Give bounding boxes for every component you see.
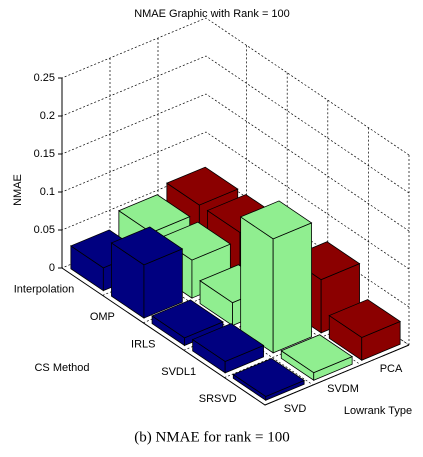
bar-top <box>232 358 305 397</box>
bar <box>239 200 313 354</box>
bar-top <box>280 334 353 374</box>
bar-top <box>328 299 401 338</box>
y-tick-label: SVDM <box>327 383 359 395</box>
bar-top <box>191 323 265 362</box>
x-tick-label: SRSVD <box>199 393 237 405</box>
bar <box>110 226 184 319</box>
axis-line <box>61 78 410 406</box>
bar-top <box>166 166 239 206</box>
x-tick-label: OMP <box>90 311 115 323</box>
bar <box>191 323 265 374</box>
caption: (b) NMAE for rank = 100 <box>134 429 290 445</box>
z-tick-label: 0 <box>49 262 55 274</box>
z-tick-label: 0.25 <box>34 72 55 84</box>
y-tick-label: SVD <box>284 403 307 415</box>
bar <box>280 334 353 382</box>
y-tick-label: PCA <box>380 363 403 375</box>
bar <box>232 358 305 402</box>
bar-front <box>272 222 312 354</box>
z-tick-label: 0.2 <box>40 110 55 122</box>
z-tick-label: 0.1 <box>40 186 55 198</box>
z-tick-label: 0.15 <box>34 148 55 160</box>
chart-title: NMAE Graphic with Rank = 100 <box>134 8 290 20</box>
bar-side <box>240 216 274 354</box>
z-tick-label: 0.05 <box>34 224 55 236</box>
x-tick-label: Interpolation <box>14 284 75 296</box>
z-axis-label: NMAE <box>12 174 24 206</box>
x-tick-label: SVDL1 <box>161 366 196 378</box>
grid-line <box>61 17 410 156</box>
x-axis-label: CS Method <box>34 362 89 374</box>
bar-top <box>118 194 191 234</box>
x-tick-label: IRLS <box>131 338 155 350</box>
bar-top <box>239 200 313 240</box>
bar-top <box>151 299 224 339</box>
y-axis-label: Lowrank Type <box>344 405 412 417</box>
bar <box>328 299 401 362</box>
grid-line <box>61 55 410 194</box>
bar-top <box>110 226 184 266</box>
